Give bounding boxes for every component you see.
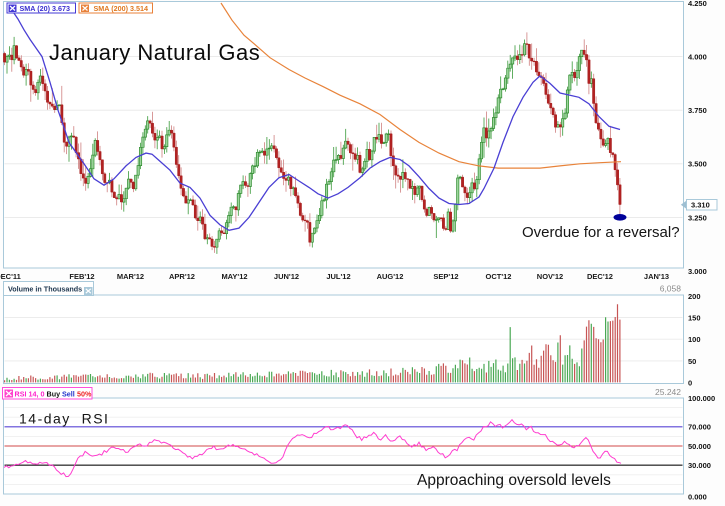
svg-text:APR'12: APR'12 bbox=[169, 272, 195, 281]
svg-text:SMA (200) 3.514: SMA (200) 3.514 bbox=[94, 4, 148, 13]
svg-text:MAY'12: MAY'12 bbox=[221, 272, 247, 281]
svg-text:MAR'12: MAR'12 bbox=[117, 272, 144, 281]
svg-text:FEB'12: FEB'12 bbox=[69, 272, 94, 281]
svg-text:Approaching oversold levels: Approaching oversold levels bbox=[417, 472, 611, 489]
svg-text:6,058: 6,058 bbox=[660, 283, 682, 293]
svg-text:25.242: 25.242 bbox=[655, 387, 681, 397]
svg-text:30.000: 30.000 bbox=[688, 461, 711, 470]
svg-text:AUG'12: AUG'12 bbox=[377, 272, 404, 281]
svg-text:Overdue for a reversal?: Overdue for a reversal? bbox=[522, 224, 680, 241]
svg-text:14-day RSI: 14-day RSI bbox=[19, 411, 109, 427]
svg-text:Sell: Sell bbox=[62, 389, 75, 398]
svg-text:3.000: 3.000 bbox=[688, 267, 707, 276]
svg-text:Buy: Buy bbox=[47, 389, 61, 398]
svg-text:0: 0 bbox=[688, 378, 692, 387]
svg-text:50: 50 bbox=[688, 357, 696, 366]
svg-text:DEC'12: DEC'12 bbox=[587, 272, 613, 281]
svg-text:RSI 14, 0: RSI 14, 0 bbox=[15, 389, 45, 398]
svg-text:3.250: 3.250 bbox=[688, 213, 707, 222]
svg-text:150: 150 bbox=[688, 314, 701, 323]
svg-text:50.000: 50.000 bbox=[688, 442, 711, 451]
svg-text:NOV'12: NOV'12 bbox=[537, 272, 563, 281]
svg-text:200: 200 bbox=[688, 292, 701, 301]
svg-text:SMA (20) 3.673: SMA (20) 3.673 bbox=[20, 4, 70, 13]
svg-text:DEC'11: DEC'11 bbox=[0, 272, 21, 281]
svg-text:100: 100 bbox=[688, 335, 701, 344]
svg-text:100.000: 100.000 bbox=[688, 394, 715, 403]
svg-text:50%: 50% bbox=[77, 389, 92, 398]
svg-text:SEP'12: SEP'12 bbox=[433, 272, 458, 281]
svg-text:0.000: 0.000 bbox=[688, 492, 707, 501]
svg-text:4.000: 4.000 bbox=[688, 53, 707, 62]
svg-text:4.250: 4.250 bbox=[688, 0, 707, 8]
svg-text:70.000: 70.000 bbox=[688, 423, 711, 432]
svg-text:3.750: 3.750 bbox=[688, 106, 707, 115]
svg-text:3.310: 3.310 bbox=[691, 201, 710, 210]
svg-text:3.500: 3.500 bbox=[688, 160, 707, 169]
svg-text:OCT'12: OCT'12 bbox=[486, 272, 512, 281]
svg-text:JAN'13: JAN'13 bbox=[644, 272, 669, 281]
svg-text:January Natural Gas: January Natural Gas bbox=[49, 40, 260, 65]
svg-text:JUN'12: JUN'12 bbox=[274, 272, 299, 281]
svg-text:Volume in Thousands: Volume in Thousands bbox=[8, 284, 82, 293]
svg-text:JUL'12: JUL'12 bbox=[326, 272, 350, 281]
